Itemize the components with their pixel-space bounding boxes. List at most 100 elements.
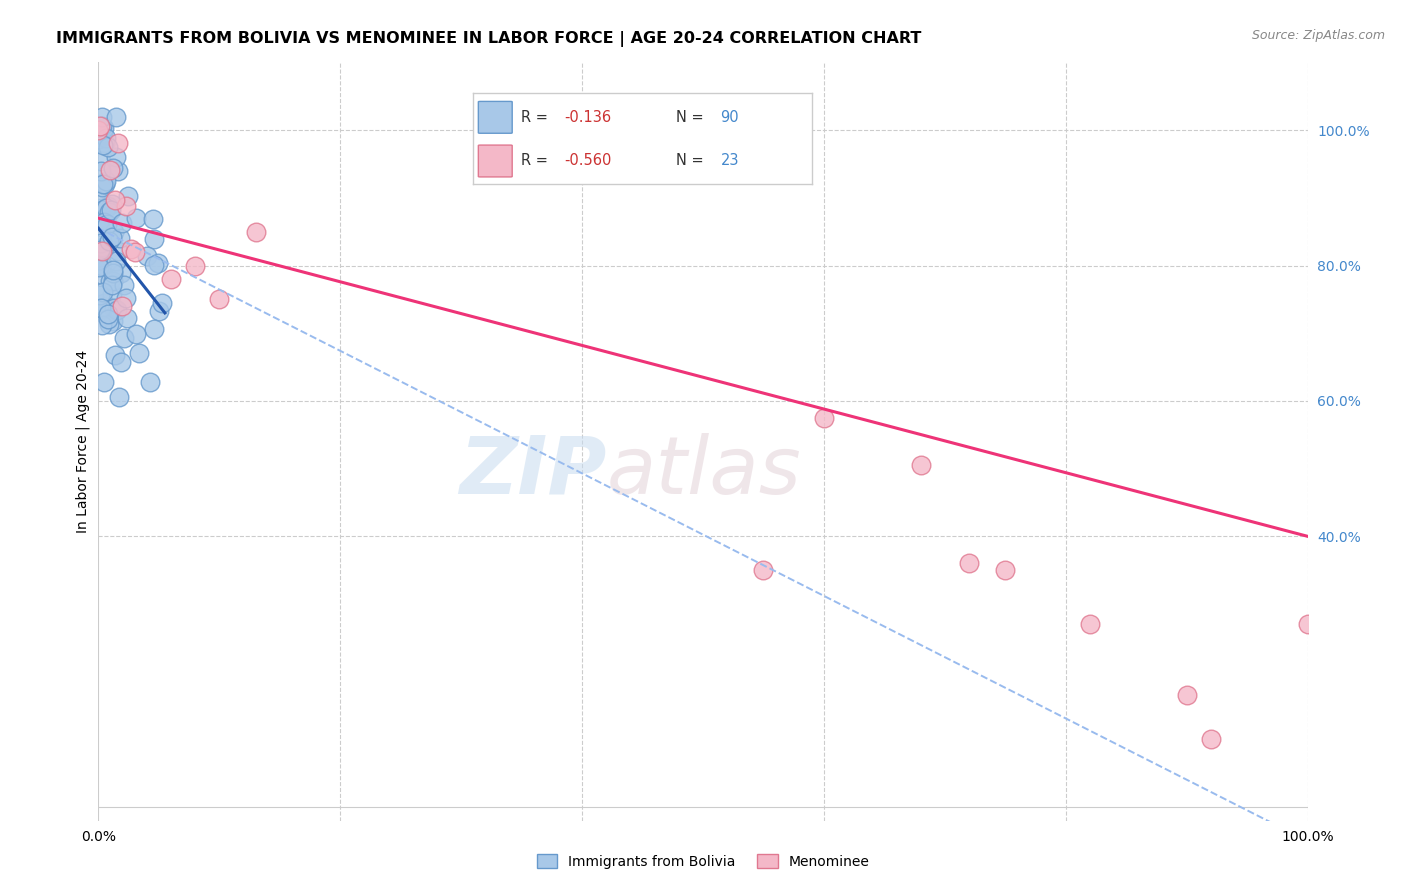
Point <box>93 214 115 228</box>
Point <box>93 296 115 310</box>
Point <box>1199 732 1222 747</box>
Point <box>98 273 121 287</box>
Point <box>91 244 114 258</box>
Point <box>1296 617 1319 632</box>
Point <box>89 219 111 234</box>
Point <box>120 242 142 256</box>
Point <box>89 288 111 302</box>
Point <box>90 252 112 267</box>
Point <box>91 268 114 283</box>
Point <box>101 230 124 244</box>
Point <box>184 259 207 273</box>
Point <box>90 301 112 315</box>
Point <box>124 211 146 225</box>
Point <box>89 244 111 258</box>
Point <box>93 241 115 255</box>
Point <box>124 244 146 259</box>
Point <box>90 120 112 134</box>
Point <box>96 307 118 321</box>
Point <box>112 330 135 344</box>
Point <box>112 278 135 293</box>
Point <box>93 300 115 314</box>
Point <box>111 299 134 313</box>
Point <box>108 231 131 245</box>
Point <box>100 203 122 218</box>
Point <box>89 260 111 274</box>
Point <box>91 259 114 273</box>
Point <box>107 136 129 151</box>
Point <box>90 154 112 169</box>
Point <box>90 110 112 124</box>
Point <box>90 164 112 178</box>
Point <box>110 266 132 280</box>
Point <box>94 136 117 151</box>
Point <box>107 390 129 404</box>
Point <box>103 225 125 239</box>
Point <box>142 212 165 227</box>
Point <box>97 204 120 219</box>
Point <box>103 314 125 328</box>
Point <box>150 295 173 310</box>
Point <box>104 348 127 362</box>
Point <box>752 563 775 577</box>
Point <box>101 196 124 211</box>
Point <box>142 232 165 246</box>
Point <box>104 254 127 268</box>
Point <box>91 136 114 150</box>
Point <box>91 127 114 141</box>
Point <box>97 235 120 249</box>
Text: Source: ZipAtlas.com: Source: ZipAtlas.com <box>1251 29 1385 42</box>
Point <box>148 303 170 318</box>
Point <box>93 138 115 153</box>
Point <box>96 217 118 231</box>
Point <box>97 312 120 326</box>
Point <box>98 163 121 178</box>
Point <box>87 253 110 268</box>
Point <box>91 180 114 194</box>
Point <box>91 240 114 254</box>
Point <box>110 355 132 369</box>
Point <box>142 258 165 272</box>
Point <box>813 410 835 425</box>
Point <box>114 199 136 213</box>
Y-axis label: In Labor Force | Age 20-24: In Labor Force | Age 20-24 <box>76 350 90 533</box>
Point <box>91 202 114 217</box>
Point <box>101 266 124 280</box>
Point <box>87 132 110 146</box>
Point <box>94 201 117 215</box>
Point <box>91 177 114 191</box>
Text: atlas: atlas <box>606 433 801 511</box>
Point <box>115 310 138 325</box>
Point <box>146 256 169 270</box>
Point <box>910 458 932 473</box>
Point <box>103 301 125 316</box>
Point <box>245 225 267 239</box>
Point <box>90 201 112 215</box>
Point <box>93 285 115 299</box>
Point <box>94 177 117 191</box>
Point <box>114 292 136 306</box>
Point <box>208 293 231 307</box>
Point <box>101 274 124 288</box>
Point <box>107 244 129 258</box>
Point <box>94 131 117 145</box>
Point <box>994 563 1017 577</box>
Point <box>160 272 183 286</box>
Point <box>104 150 127 164</box>
Point <box>136 249 159 263</box>
Point <box>104 193 127 207</box>
Text: ZIP: ZIP <box>458 433 606 511</box>
Point <box>101 277 124 292</box>
Point <box>1078 617 1101 632</box>
Point <box>89 194 111 208</box>
Point <box>93 375 115 389</box>
Point <box>138 376 160 390</box>
Point <box>105 303 128 318</box>
Point <box>101 286 124 301</box>
Point <box>89 243 111 257</box>
Point <box>89 119 111 133</box>
Point <box>97 318 120 332</box>
Text: IMMIGRANTS FROM BOLIVIA VS MENOMINEE IN LABOR FORCE | AGE 20-24 CORRELATION CHAR: IMMIGRANTS FROM BOLIVIA VS MENOMINEE IN … <box>56 31 921 47</box>
Point <box>87 129 110 144</box>
Point <box>94 174 117 188</box>
